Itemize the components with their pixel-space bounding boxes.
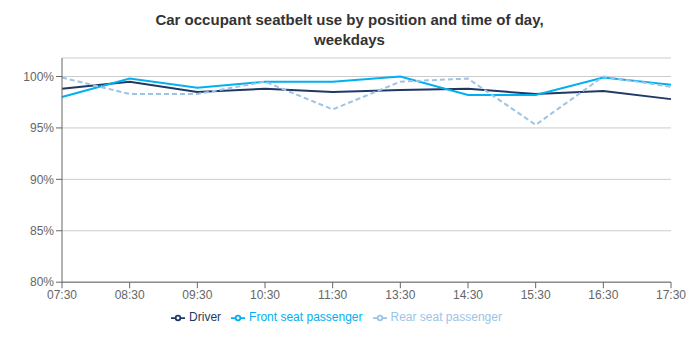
svg-text:16:30: 16:30 — [588, 288, 618, 302]
html-text:Car occupant seatbelt use by p: Car occupant seatbelt use by position an… — [155, 11, 544, 28]
svg-text:95%: 95% — [30, 121, 54, 135]
svg-text:17:30: 17:30 — [656, 288, 686, 302]
html-text:Front seat passenger: Front seat passenger — [249, 310, 363, 325]
svg-text:80%: 80% — [30, 275, 54, 289]
svg-text:14:30: 14:30 — [453, 288, 483, 302]
svg-text:85%: 85% — [30, 224, 54, 238]
svg-text:100%: 100% — [23, 70, 54, 84]
svg-text:11:30: 11:30 — [318, 288, 347, 302]
svg-text:13:30: 13:30 — [385, 288, 415, 302]
html-text:weekdays: weekdays — [314, 31, 385, 48]
svg-text:08:30: 08:30 — [115, 288, 145, 302]
svg-text:09:30: 09:30 — [182, 288, 212, 302]
svg-text:90%: 90% — [30, 173, 54, 187]
svg-text:10:30: 10:30 — [250, 288, 280, 302]
html-text:Rear seat passenger: Rear seat passenger — [390, 310, 502, 325]
svg-text:07:30: 07:30 — [47, 288, 77, 302]
html-text:Driver: Driver — [189, 310, 222, 325]
svg-text:15:30: 15:30 — [521, 288, 551, 302]
